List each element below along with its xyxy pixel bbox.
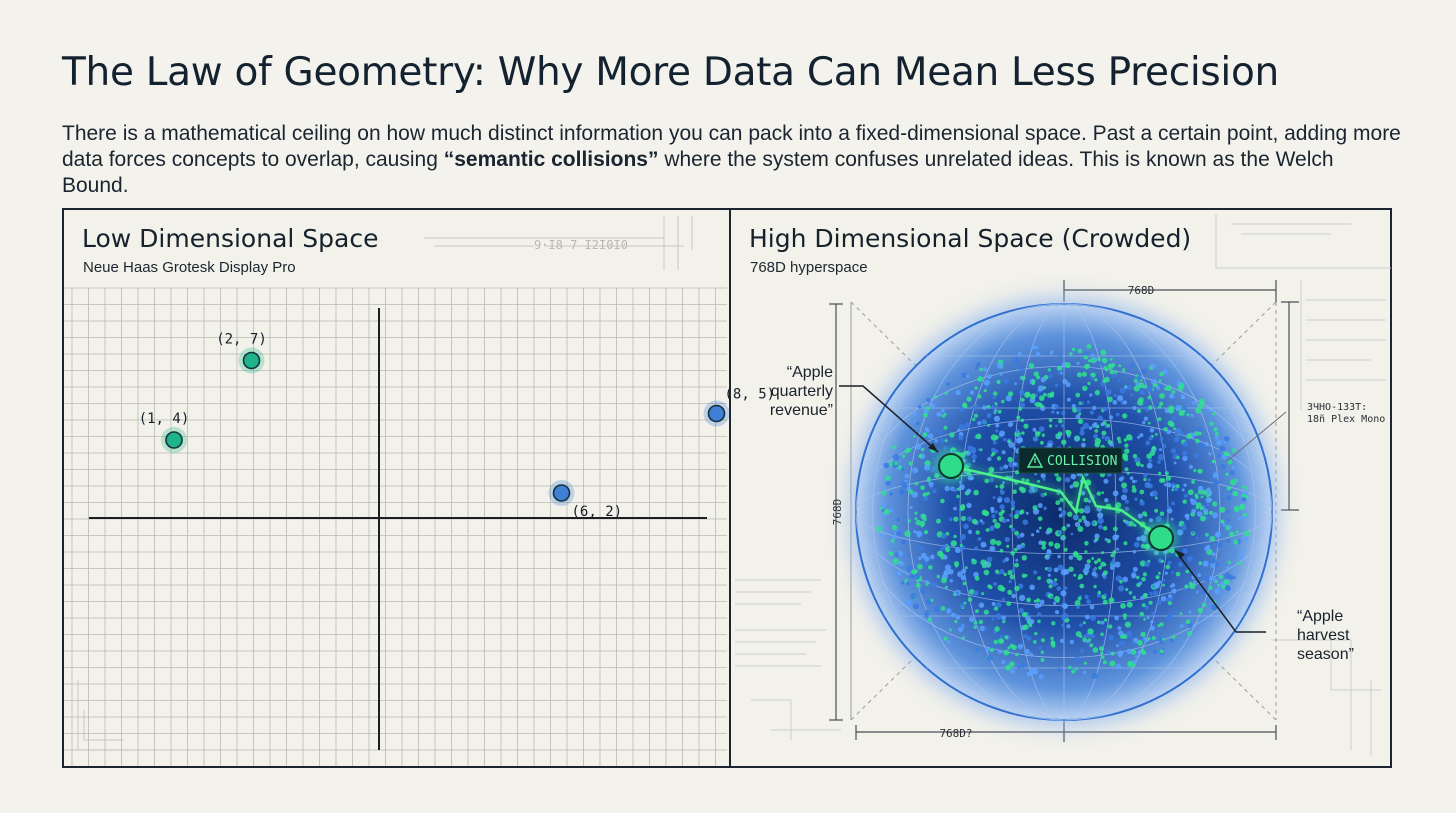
side-note-1: ЗЧНО-1ЗЗТ: <box>1307 402 1367 413</box>
intro-emphasis: “semantic collisions” <box>443 148 659 171</box>
data-point <box>707 404 726 423</box>
callout-apple-revenue-3: revenue” <box>770 402 833 419</box>
data-point <box>242 351 261 370</box>
apple-harvest-point <box>1148 525 1174 551</box>
callout-apple-harvest-2: harvest <box>1297 627 1350 644</box>
low-dimensional-title: Low Dimensional Space <box>82 224 379 253</box>
hypersphere-diagram: 768D 768D? 768D COLLISION <box>735 214 1391 755</box>
low-dimensional-grid: 9·I8 7 I2I0I0 (1, 4) (2, 7) (8, 5) (6, 2) <box>64 216 775 766</box>
intro-text-end: where the system confuses unrelated idea… <box>62 148 1334 197</box>
apple-revenue-point <box>938 453 964 479</box>
collision-label: COLLISION <box>1047 454 1117 469</box>
point-label: (8, 5) <box>725 387 776 403</box>
dimension-top-label: 768D <box>1128 284 1155 297</box>
decor-code-text: 9·I8 7 I2I0I0 <box>534 238 628 252</box>
point-label: (6, 2) <box>572 504 623 520</box>
high-dimensional-panel: 768D 768D? 768D COLLISION <box>731 210 1391 766</box>
intro-text: There is a mathematical ceiling on how m… <box>62 122 1401 171</box>
point-label: (2, 7) <box>216 332 267 348</box>
high-dimensional-subtitle: 768D hyperspace <box>750 259 868 276</box>
warning-icon <box>1026 452 1044 468</box>
page-title: The Law of Geometry: Why More Data Can M… <box>62 50 1279 95</box>
collision-path <box>950 464 1162 540</box>
callout-apple-revenue-2: quarterly <box>771 383 833 400</box>
point-label: (1, 4) <box>139 411 190 427</box>
data-point <box>165 431 183 449</box>
intro-paragraph: There is a mathematical ceiling on how m… <box>62 121 1402 199</box>
side-note-2: 18ñ Plex Mono <box>1307 414 1385 425</box>
callout-apple-harvest-1: “Apple <box>1297 608 1343 625</box>
data-point <box>552 484 571 502</box>
callout-apple-harvest-3: season” <box>1297 646 1354 663</box>
comparison-frame: 9·I8 7 I2I0I0 (1, 4) (2, 7) (8, 5) (6, 2) L… <box>62 208 1392 768</box>
collision-badge: COLLISION <box>1018 447 1123 474</box>
high-dimensional-title: High Dimensional Space (Crowded) <box>749 224 1192 253</box>
circuit-decor <box>735 214 1391 755</box>
callout-apple-revenue-1: “Apple <box>787 364 833 381</box>
low-dimensional-panel: 9·I8 7 I2I0I0 (1, 4) (2, 7) (8, 5) (6, 2) L… <box>64 210 775 766</box>
low-dimensional-subtitle: Neue Haas Grotesk Display Pro <box>83 259 296 276</box>
dimension-left-label: 768D <box>831 499 844 526</box>
dimension-bottom-label: 768D? <box>939 727 972 740</box>
